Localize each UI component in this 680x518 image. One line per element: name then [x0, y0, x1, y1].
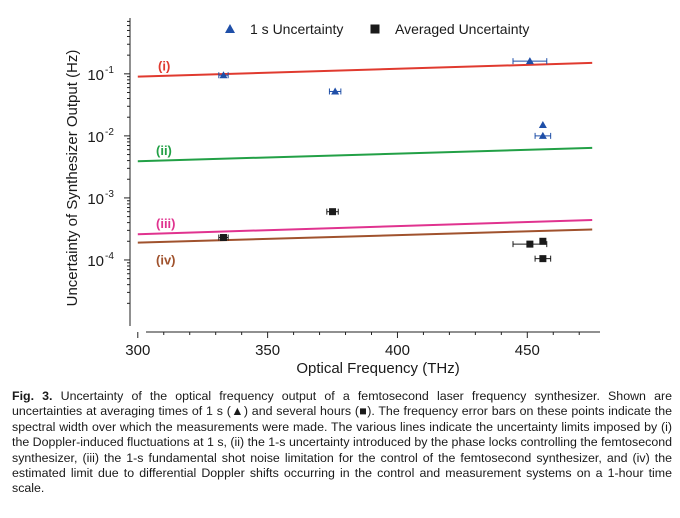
data-point-triangle: [538, 131, 547, 139]
legend-label: Averaged Uncertainty: [395, 21, 529, 37]
y-tick-exponent: -3: [105, 189, 114, 200]
y-tick-exponent: -2: [105, 127, 114, 138]
caption-label: Fig. 3.: [12, 389, 53, 403]
data-point-triangle: [538, 120, 547, 128]
plot-frame: [129, 18, 600, 333]
x-axis-label: Optical Frequency (THz): [296, 360, 459, 377]
x-tick-label: 450: [515, 342, 540, 359]
data-point-square: [539, 255, 547, 263]
y-tick-label: 10: [87, 129, 104, 146]
data-point-square: [526, 240, 534, 248]
x-axis: 300 350 400 450: [125, 332, 580, 359]
y-tick-exponent: -4: [105, 251, 114, 262]
legend-label: 1 s Uncertainty: [250, 21, 343, 37]
y-tick-label: 10: [87, 253, 104, 270]
limit-line: [137, 219, 593, 236]
y-axis: 10-110-210-310-4: [87, 20, 130, 304]
x-tick-label: 350: [255, 342, 280, 359]
figure-caption: Fig. 3. Uncertainty of the optical frequ…: [12, 389, 672, 497]
y-axis-label: Uncertainty of Synthesizer Output (Hz): [64, 50, 81, 307]
chart: 300 350 400 450 10-110-210-310-4 (i)(ii)(ii…: [64, 18, 600, 377]
limit-line-label: (i): [158, 59, 170, 74]
legend: 1 s Uncertainty Averaged Uncertainty: [225, 21, 529, 37]
limit-line-label: (ii): [156, 143, 172, 158]
limit-line-label: (iv): [156, 253, 176, 268]
y-tick-label: 10: [87, 67, 104, 84]
x-tick-label: 300: [125, 342, 150, 359]
limit-line: [137, 146, 593, 163]
legend-marker-square: [370, 24, 380, 34]
y-tick-label: 10: [87, 191, 104, 208]
caption-text: Uncertainty of the optical frequency out…: [12, 389, 672, 496]
data-point-square: [539, 237, 547, 245]
limit-line: [137, 228, 593, 244]
legend-marker-triangle: [225, 24, 235, 33]
limit-lines: (i) (ii) (iii) (iv): [137, 59, 593, 268]
y-tick-exponent: -1: [105, 65, 114, 76]
data-point-triangle: [331, 87, 340, 95]
data-point-square: [329, 208, 337, 216]
limit-line: [137, 61, 593, 78]
limit-line-label: (iii): [156, 216, 176, 231]
data-point-triangle: [525, 57, 534, 65]
data-point-square: [219, 234, 227, 242]
x-tick-label: 400: [385, 342, 410, 359]
data-points: [218, 57, 552, 263]
data-point-triangle: [219, 71, 228, 79]
